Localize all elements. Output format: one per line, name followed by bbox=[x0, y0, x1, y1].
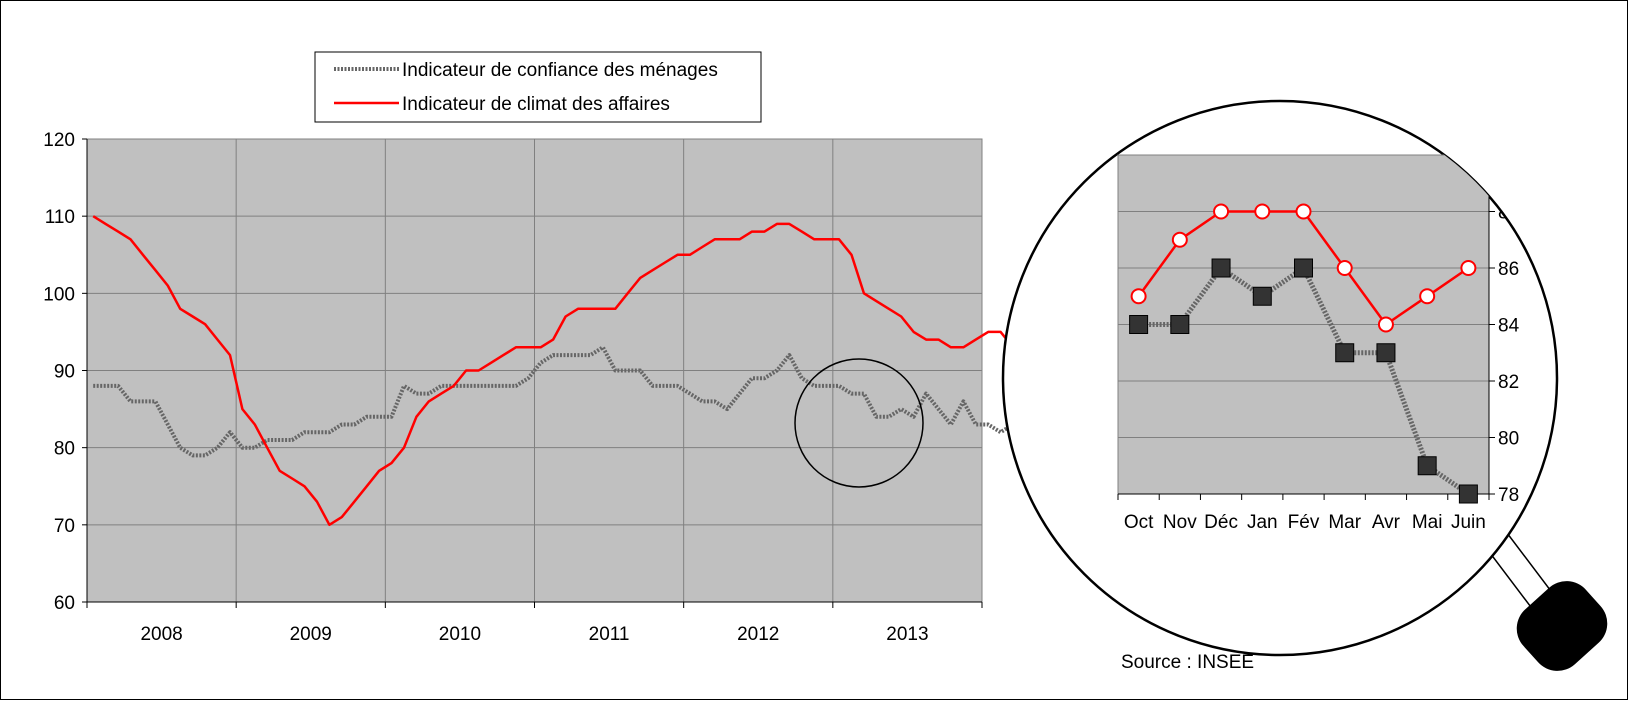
zoom-business-marker bbox=[1171, 231, 1188, 248]
main-y-tick-label: 60 bbox=[54, 593, 75, 614]
zoom-households-marker bbox=[1458, 484, 1478, 504]
main-x-tick-label: 2008 bbox=[140, 624, 182, 645]
legend-box bbox=[314, 51, 762, 123]
main-x-tick-label: 2011 bbox=[589, 624, 630, 645]
zoom-y-tick-label: 80 bbox=[1498, 429, 1519, 450]
zoom-business-marker bbox=[1295, 203, 1312, 220]
zoom-households-marker bbox=[1170, 315, 1190, 334]
magnifier-grip bbox=[1516, 581, 1608, 671]
zoom-households-marker bbox=[1335, 343, 1355, 363]
zoom-business-marker bbox=[1130, 288, 1147, 305]
zoom-business-marker bbox=[1419, 288, 1436, 305]
zoom-y-tick-label: 82 bbox=[1498, 372, 1519, 393]
source-label: Source : INSEE bbox=[1121, 652, 1254, 673]
zoom-households-marker bbox=[1417, 456, 1437, 476]
zoom-y-tick-label: 90 bbox=[1498, 146, 1519, 167]
legend-business-label: Indicateur de climat des affaires bbox=[402, 94, 670, 115]
zoom-highlight-circle bbox=[794, 358, 924, 488]
zoom-households-marker bbox=[1376, 343, 1396, 363]
zoom-households-marker bbox=[1129, 315, 1149, 334]
main-x-tick-label: 2010 bbox=[439, 624, 481, 645]
zoom-business-marker bbox=[1460, 260, 1477, 276]
zoom-x-tick-label: Déc bbox=[1204, 512, 1238, 533]
zoom-x-tick-label: Mai bbox=[1412, 512, 1443, 533]
zoom-business-marker bbox=[1213, 203, 1230, 220]
main-y-ticks: 60 70 80 90 100 110 120 bbox=[43, 130, 88, 614]
legend: Indicateur de confiance des ménages Indi… bbox=[314, 51, 762, 123]
zoom-y-tick-label: 84 bbox=[1498, 316, 1520, 337]
zoom-x-tick-label: Nov bbox=[1163, 512, 1197, 533]
zoom-x-tick-label: Oct bbox=[1124, 512, 1154, 533]
main-y-tick-label: 80 bbox=[54, 439, 75, 460]
legend-households-label: Indicateur de confiance des ménages bbox=[402, 60, 718, 81]
zoom-y-tick-label: 78 bbox=[1498, 485, 1519, 506]
main-y-tick-label: 110 bbox=[45, 207, 75, 228]
main-y-tick-label: 90 bbox=[54, 362, 75, 383]
zoom-y-tick-label: 86 bbox=[1498, 259, 1519, 280]
zoom-x-tick-label: Fév bbox=[1288, 512, 1320, 533]
zoom-households-marker bbox=[1252, 286, 1272, 306]
zoom-x-tick-label: Avr bbox=[1372, 512, 1401, 533]
main-x-tick-label: 2012 bbox=[737, 624, 779, 645]
main-x-tick-label: 2013 bbox=[886, 624, 928, 645]
main-x-tick-label: 2009 bbox=[290, 624, 332, 645]
zoom-business-marker bbox=[1336, 260, 1353, 276]
zoom-x-tick-label: Juin bbox=[1451, 512, 1486, 533]
zoom-x-tick-label: Mar bbox=[1328, 512, 1361, 533]
main-gridlines bbox=[87, 139, 982, 602]
main-y-tick-label: 120 bbox=[43, 130, 75, 151]
zoom-business-marker bbox=[1254, 203, 1271, 220]
zoom-households-marker bbox=[1294, 258, 1313, 278]
main-y-tick-label: 70 bbox=[54, 516, 75, 537]
main-y-tick-label: 100 bbox=[43, 284, 75, 305]
main-x-ticks: 2008 2009 2010 2011 2012 2013 bbox=[86, 601, 983, 645]
zoom-households-marker bbox=[1211, 258, 1231, 278]
zoom-x-tick-label: Jan bbox=[1247, 512, 1278, 533]
zoom-business-marker bbox=[1377, 316, 1394, 333]
zoom-series bbox=[1129, 203, 1478, 504]
